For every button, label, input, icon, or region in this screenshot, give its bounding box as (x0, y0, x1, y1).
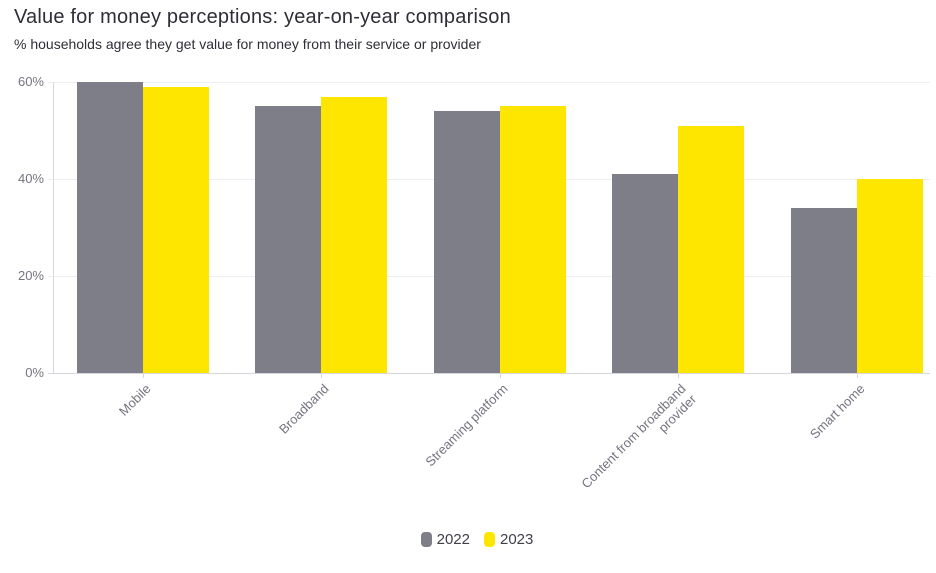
chart-subtitle: % households agree they get value for mo… (14, 36, 481, 52)
legend-label: 2023 (500, 531, 534, 548)
legend: 2022 2023 (0, 531, 936, 548)
y-axis-tick-label: 0% (25, 365, 44, 380)
x-axis-category-label: Streaming platform (421, 381, 511, 470)
x-axis-tick (142, 373, 144, 378)
bar-2023-content-from-broadband-provider (678, 125, 744, 373)
x-axis-tick (856, 373, 858, 378)
legend-swatch-icon (420, 532, 432, 547)
bar-2023-mobile (142, 86, 209, 373)
chart-title: Value for money perceptions: year-on-yea… (14, 6, 511, 28)
y-axis-tick-label: 20% (17, 268, 44, 283)
plot-area: 0% 20% 40% 60% Mobile Broadband Streaming plat… (18, 74, 930, 491)
legend-item-2022[interactable]: 2022 (420, 531, 470, 548)
x-axis-category-label: Broadband (276, 381, 332, 437)
bar-2023-broadband (321, 96, 387, 373)
x-axis-tick (678, 373, 679, 378)
legend-swatch-icon (484, 532, 495, 547)
bar-2022-content-from-broadband-provider (612, 174, 678, 373)
bar-2022-streaming-platform (433, 111, 500, 373)
bar-2023-streaming-platform (499, 106, 566, 373)
legend-label: 2022 (436, 531, 470, 548)
bar-2023-smart-home (856, 179, 923, 373)
x-axis-category-label: Content from broadband provider (578, 381, 700, 492)
y-axis-tick-label: 60% (17, 74, 44, 89)
y-axis-tick-label: 40% (17, 171, 44, 186)
x-axis-category-label: Mobile (115, 381, 154, 419)
x-axis-tick (499, 373, 501, 378)
x-axis-tick (321, 373, 322, 378)
bar-2022-broadband (255, 106, 321, 373)
legend-item-2023[interactable]: 2023 (484, 531, 533, 548)
x-axis-category-label: Smart home (806, 381, 868, 442)
x-axis-line (48, 373, 930, 374)
bar-2022-mobile (76, 82, 143, 373)
gridline (48, 82, 930, 83)
bar-2022-smart-home (790, 208, 857, 373)
